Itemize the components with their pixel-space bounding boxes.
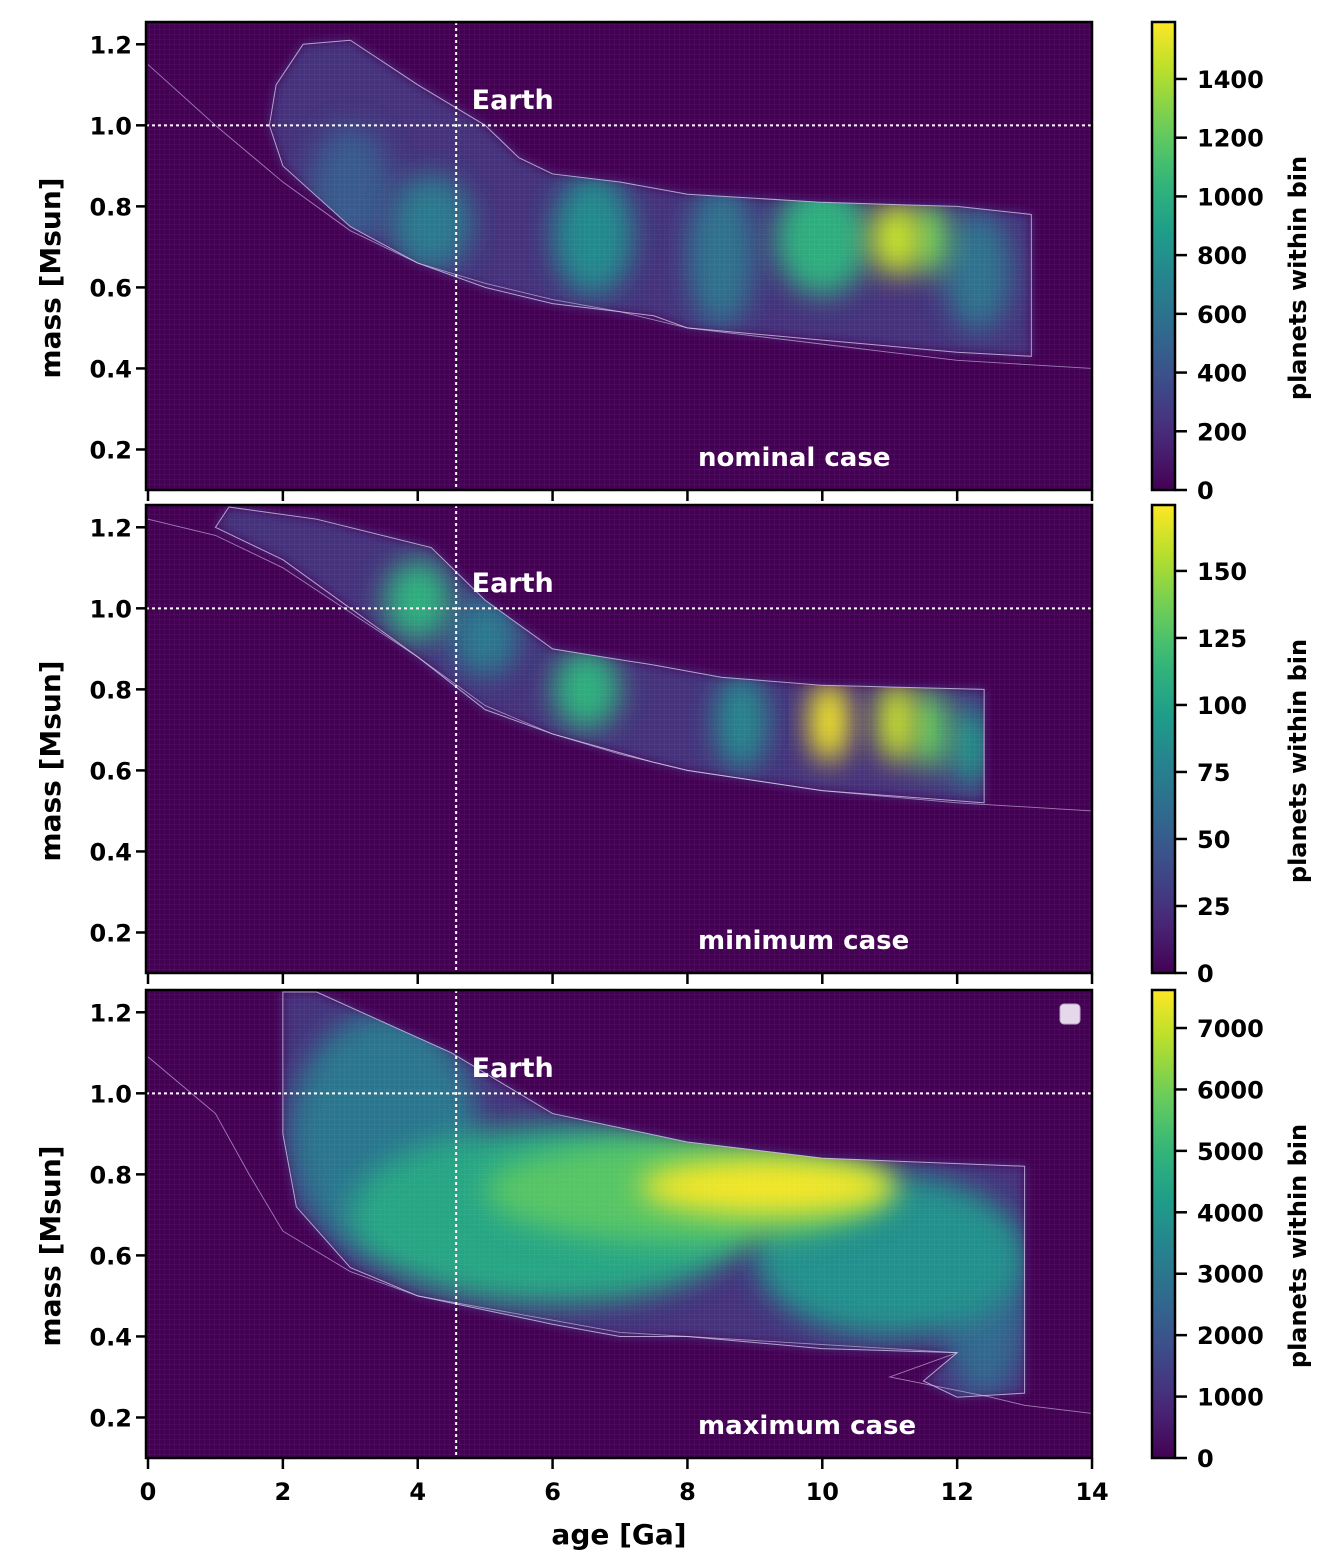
x-tick-label: 14 [1075, 1478, 1108, 1506]
y-tick-label: 0.8 [89, 1161, 132, 1189]
panel-3: Earth maximum case 0.2 0.4 0.6 0.8 1.0 1.2 mass … [34, 988, 1312, 1506]
legend-box[interactable] [1059, 1003, 1081, 1025]
colorbar-tick-label: 50 [1197, 826, 1230, 854]
panel-frame [144, 503, 1094, 975]
bin-grid [146, 22, 1092, 490]
y-tick-label: 1.0 [89, 112, 132, 140]
y-tick-label: 0.2 [89, 1404, 132, 1432]
colorbar-gradient [1150, 20, 1177, 492]
case-label: nominal case [698, 443, 890, 473]
case-label: minimum case [698, 926, 909, 956]
y-tick-label: 0.6 [89, 1242, 132, 1270]
y-tick-label: 0.4 [89, 355, 132, 383]
heatmap [146, 22, 1092, 490]
colorbar-tick-label: 400 [1197, 360, 1247, 388]
colorbar-tick-label: 200 [1197, 418, 1247, 446]
colorbar-tick-label: 25 [1197, 893, 1230, 921]
colorbar-label: planets within bin [1284, 639, 1312, 883]
y-tick-label: 0.4 [89, 1323, 132, 1351]
colorbar-tick-label: 5000 [1197, 1138, 1264, 1166]
colorbar-label: planets within bin [1284, 1124, 1312, 1368]
colorbar-tick-label: 800 [1197, 242, 1247, 270]
y-tick-label: 0.4 [89, 838, 132, 866]
earth-label: Earth [472, 1053, 554, 1084]
colorbar-tick-label: 3000 [1197, 1261, 1264, 1289]
colorbar-tick-label: 100 [1197, 692, 1247, 720]
colorbar-tick-label: 0 [1197, 477, 1214, 505]
colorbar-tick-label: 125 [1197, 625, 1247, 653]
y-tick-label: 1.0 [89, 1080, 132, 1108]
colorbar-tick-label: 1000 [1197, 183, 1264, 211]
panel-1: Earth nominal case 0.2 0.4 0.6 0.8 1.0 1.2 mass … [34, 20, 1312, 505]
heatmap [146, 505, 1092, 973]
earth-label: Earth [472, 85, 554, 116]
x-tick-label: 0 [140, 1478, 157, 1506]
colorbar-tick-label: 1400 [1197, 66, 1264, 94]
colorbar-tick-label: 6000 [1197, 1076, 1264, 1104]
colorbar-tick-label: 0 [1197, 1445, 1214, 1473]
x-tick-label: 2 [275, 1478, 292, 1506]
x-tick-label: 12 [940, 1478, 973, 1506]
colorbar: 0 25 50 75 100 125 150 planets within bin [1150, 503, 1312, 988]
colorbar-tick-label: 0 [1197, 960, 1214, 988]
colorbar-gradient [1150, 988, 1177, 1460]
colorbar-label: planets within bin [1284, 156, 1312, 400]
case-label: maximum case [698, 1411, 916, 1441]
bin-grid [146, 990, 1092, 1458]
earth-label: Earth [472, 568, 554, 599]
colorbar: 0 1000 2000 3000 4000 5000 6000 7000 planets wit… [1150, 988, 1312, 1473]
panel-frame [144, 20, 1094, 492]
heatmap [146, 990, 1092, 1458]
y-axis-label: mass [Msun] [34, 177, 67, 378]
y-tick-label: 1.2 [89, 31, 132, 59]
colorbar-tick-label: 1000 [1197, 1384, 1264, 1412]
bin-grid [146, 505, 1092, 973]
colorbar: 0 200 400 600 800 1000 1200 1400 planets within … [1150, 20, 1312, 505]
x-tick-label: 10 [806, 1478, 839, 1506]
colorbar-tick-label: 75 [1197, 759, 1230, 787]
x-tick-label: 8 [679, 1478, 696, 1506]
x-axis-label: age [Ga] [551, 1518, 686, 1551]
colorbar-tick-label: 4000 [1197, 1199, 1264, 1227]
y-tick-label: 0.2 [89, 436, 132, 464]
y-tick-label: 1.2 [89, 999, 132, 1027]
x-tick-label: 6 [544, 1478, 561, 1506]
colorbar-tick-label: 1200 [1197, 125, 1264, 153]
y-tick-label: 0.6 [89, 274, 132, 302]
colorbar-tick-label: 2000 [1197, 1322, 1264, 1350]
colorbar-tick-label: 600 [1197, 301, 1247, 329]
y-tick-label: 1.0 [89, 595, 132, 623]
y-tick-label: 1.2 [89, 514, 132, 542]
y-axis-label: mass [Msun] [34, 1145, 67, 1346]
x-tick-label: 4 [409, 1478, 426, 1506]
y-tick-label: 0.6 [89, 757, 132, 785]
colorbar-gradient [1150, 503, 1177, 975]
y-tick-label: 0.2 [89, 919, 132, 947]
y-tick-label: 0.8 [89, 193, 132, 221]
colorbar-tick-label: 150 [1197, 558, 1247, 586]
panel-2: Earth minimum case 0.2 0.4 0.6 0.8 1.0 1.2 mass … [34, 503, 1312, 988]
y-tick-label: 0.8 [89, 676, 132, 704]
panel-frame [144, 988, 1094, 1460]
colorbar-tick-label: 7000 [1197, 1015, 1264, 1043]
y-axis-label: mass [Msun] [34, 660, 67, 861]
